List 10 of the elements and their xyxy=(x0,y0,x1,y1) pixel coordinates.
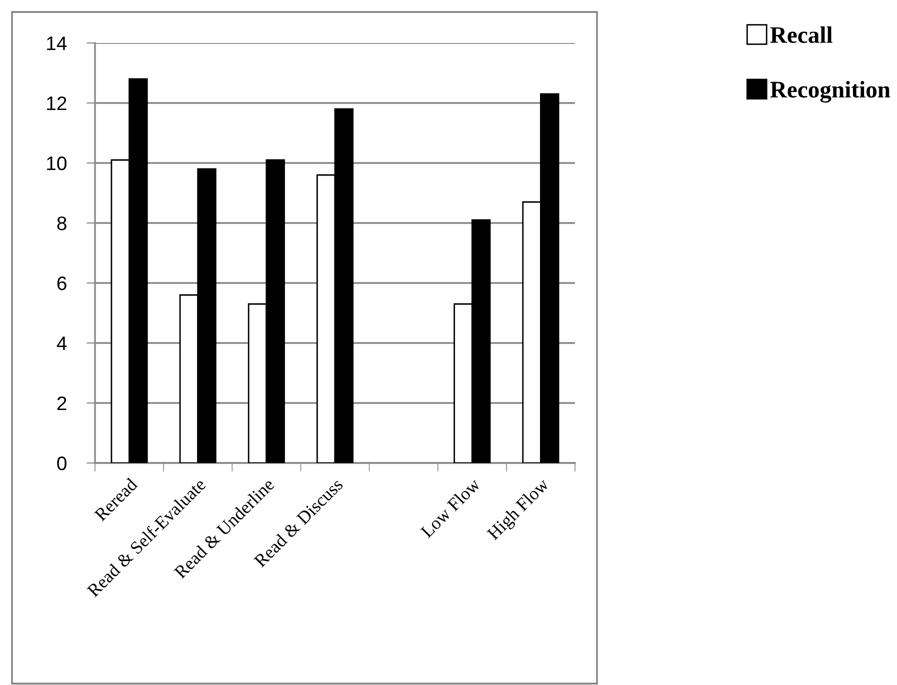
legend-label: Recognition xyxy=(770,81,890,103)
y-tick-label: 10 xyxy=(47,156,66,170)
legend-label: Recall xyxy=(770,26,832,44)
y-tick-label: 2 xyxy=(57,396,66,410)
y-tick-label: 0 xyxy=(57,456,66,470)
y-tick-label: 8 xyxy=(57,216,66,230)
y-tick-label: 4 xyxy=(56,336,67,350)
y-tick-label: 6 xyxy=(57,276,66,290)
y-tick-label: 14 xyxy=(47,36,67,50)
y-tick-label: 12 xyxy=(47,96,66,110)
